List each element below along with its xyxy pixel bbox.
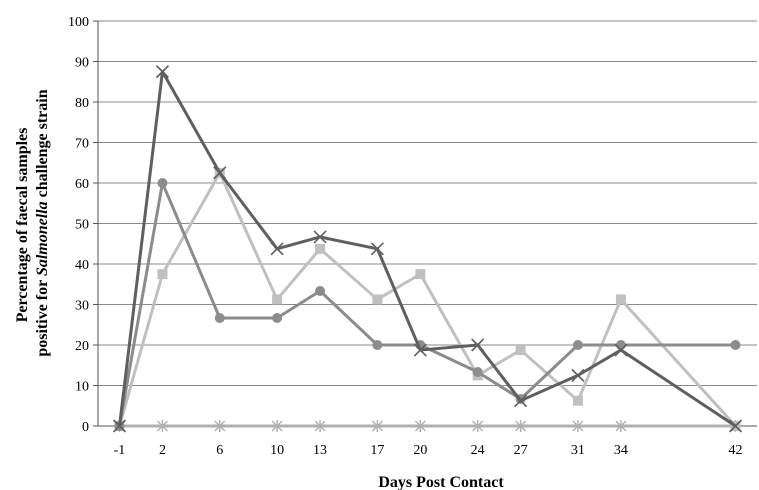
data-point <box>615 294 626 305</box>
y-tick-label: 100 <box>68 15 89 30</box>
x-tick-label: 24 <box>471 443 485 458</box>
y-axis-title-prefix: positive for <box>34 276 51 357</box>
gridlines <box>98 20 757 386</box>
data-point <box>615 340 626 350</box>
x-axis-title: Days Post Contact <box>378 474 504 490</box>
y-axis-title-italic: Salmonella <box>34 201 51 276</box>
data-point <box>514 394 528 408</box>
x-tick-label: 10 <box>270 443 284 458</box>
data-point <box>213 166 227 180</box>
data-point <box>372 294 383 305</box>
data-point <box>730 340 741 350</box>
y-tick-label: 50 <box>75 218 89 233</box>
data-point <box>515 345 526 356</box>
data-point <box>571 368 585 382</box>
x-tick-label: 20 <box>413 443 427 458</box>
data-point <box>272 294 283 305</box>
data-point <box>572 395 583 406</box>
x-tick-label: -1 <box>114 443 126 458</box>
series-star <box>113 420 742 432</box>
y-tick-label: 80 <box>75 96 89 111</box>
x-tick-label: 6 <box>216 443 223 458</box>
x-tick-label: 34 <box>614 443 628 458</box>
data-point <box>615 420 627 432</box>
y-tick-label: 70 <box>75 137 89 152</box>
y-axis-title-line2: positive for Salmonella challenge strain <box>34 89 51 356</box>
y-axis-title-suffix: challenge strain <box>34 89 51 201</box>
y-tick-label: 40 <box>75 258 89 273</box>
data-point <box>271 420 283 432</box>
series-line <box>118 171 737 428</box>
series-group <box>112 65 743 433</box>
data-point <box>214 312 225 323</box>
data-point <box>156 420 168 432</box>
data-point <box>515 420 527 432</box>
data-point <box>415 269 426 280</box>
data-point <box>315 243 326 254</box>
data-point <box>414 420 426 432</box>
y-tick-label: 60 <box>75 177 89 192</box>
data-point <box>214 420 226 432</box>
series-square <box>114 167 741 431</box>
data-point <box>157 269 168 280</box>
y-tick-label: 30 <box>75 299 89 314</box>
data-point <box>471 338 485 352</box>
x-tick-labels: -1 2 6 10 13 17 20 24 27 31 34 42 <box>114 443 743 458</box>
x-tick-label: 42 <box>729 443 743 458</box>
data-point <box>313 230 327 244</box>
y-tick-label: 10 <box>75 380 89 395</box>
y-tick-label: 20 <box>75 339 89 354</box>
y-axis-title-line1: Percentage of faecal samples <box>14 128 31 323</box>
series-x <box>112 65 743 433</box>
axes <box>93 20 757 432</box>
data-point <box>272 312 283 323</box>
data-point <box>112 419 127 433</box>
x-tick-label: 31 <box>571 443 585 458</box>
data-point <box>614 343 628 357</box>
data-point <box>413 343 427 357</box>
x-tick-label: 17 <box>370 443 384 458</box>
x-tick-label: 27 <box>514 443 528 458</box>
data-point <box>572 420 584 432</box>
data-point <box>472 420 484 432</box>
data-point <box>472 367 483 378</box>
series-line <box>118 181 736 427</box>
data-point <box>157 178 168 188</box>
data-point <box>572 340 583 350</box>
y-tick-labels: 0 10 20 30 40 50 60 70 80 90 100 <box>68 15 89 435</box>
y-tick-label: 0 <box>82 420 89 435</box>
data-point <box>270 242 284 256</box>
x-tick-label: 2 <box>159 443 166 458</box>
data-point <box>155 65 170 79</box>
series-line <box>118 70 737 428</box>
y-axis-title: Percentage of faecal samples positive fo… <box>14 89 51 356</box>
y-tick-label: 90 <box>75 56 89 71</box>
data-point <box>372 340 383 350</box>
x-tick-label: 13 <box>313 443 327 458</box>
data-point <box>315 286 326 297</box>
data-point <box>370 242 384 256</box>
data-point <box>728 419 743 433</box>
data-point <box>314 420 326 432</box>
data-point <box>371 420 383 432</box>
